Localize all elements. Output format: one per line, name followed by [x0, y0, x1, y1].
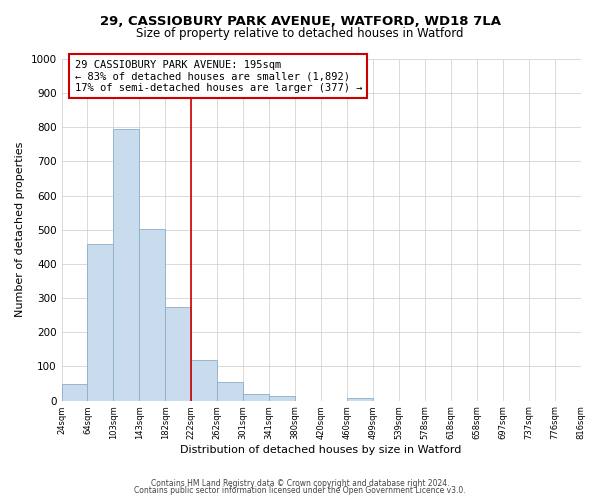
X-axis label: Distribution of detached houses by size in Watford: Distribution of detached houses by size …: [181, 445, 462, 455]
Text: Size of property relative to detached houses in Watford: Size of property relative to detached ho…: [136, 28, 464, 40]
Bar: [166, 308, 191, 400]
Bar: [88, 244, 113, 400]
Bar: [139, 229, 166, 400]
Text: 29 CASSIOBURY PARK AVENUE: 195sqm
← 83% of detached houses are smaller (1,892)
1: 29 CASSIOBURY PARK AVENUE: 195sqm ← 83% …: [74, 60, 362, 93]
Bar: [347, 398, 373, 400]
Y-axis label: Number of detached properties: Number of detached properties: [15, 142, 25, 318]
Bar: [191, 360, 217, 401]
Bar: [113, 129, 139, 400]
Bar: [217, 382, 243, 400]
Text: Contains public sector information licensed under the Open Government Licence v3: Contains public sector information licen…: [134, 486, 466, 495]
Bar: [62, 384, 88, 400]
Text: 29, CASSIOBURY PARK AVENUE, WATFORD, WD18 7LA: 29, CASSIOBURY PARK AVENUE, WATFORD, WD1…: [100, 15, 500, 28]
Bar: [243, 394, 269, 400]
Bar: [269, 396, 295, 400]
Text: Contains HM Land Registry data © Crown copyright and database right 2024.: Contains HM Land Registry data © Crown c…: [151, 478, 449, 488]
